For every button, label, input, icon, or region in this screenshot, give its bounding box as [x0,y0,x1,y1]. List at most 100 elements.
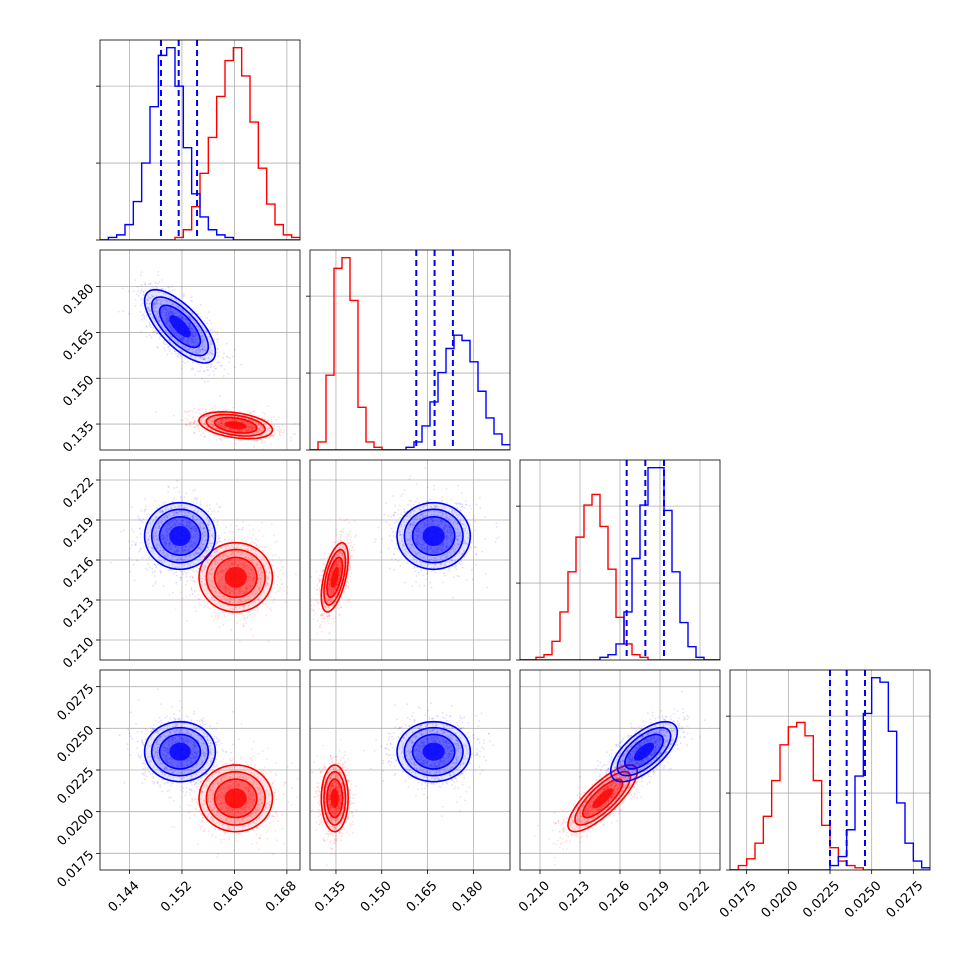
scatter-point [143,317,146,320]
scatter-point [249,424,252,427]
scatter-point [202,348,205,351]
scatter-point [253,600,256,602]
scatter-point [247,425,250,428]
scatter-point [173,332,176,335]
scatter-point [279,587,282,589]
scatter-point [169,296,172,299]
scatter-point [249,594,251,597]
scatter-point [156,346,159,349]
scatter-point [254,592,257,595]
scatter-point [247,545,250,548]
scatter-point [180,350,182,353]
histogram-step-red [100,46,300,240]
scatter-point [195,325,198,328]
scatter-point [160,311,163,314]
scatter-point [233,598,236,600]
scatter-point [165,307,167,310]
scatter-point [234,588,237,591]
scatter-point [246,545,249,547]
scatter-point [321,630,323,633]
scatter-point [348,521,351,524]
scatter-point [213,517,216,519]
scatter-point [226,555,228,557]
scatter-point [190,339,192,341]
scatter-point [239,590,242,593]
scatter-point [200,569,203,571]
scatter-point [188,324,191,326]
scatter-point [190,328,193,330]
histogram-frame-1 [309,249,511,451]
scatter-point [222,554,224,556]
scatter-point [132,290,135,293]
scatter-point [335,533,338,536]
scatter-point [276,429,279,432]
scatter-point [233,420,236,422]
scatter-point [271,435,274,437]
scatter-point [200,335,203,337]
contour-line-red [205,413,266,437]
scatter-point [167,317,170,320]
scatter-point [239,559,241,561]
scatter-point [228,593,231,596]
scatter-point [164,319,167,322]
scatter-point [183,319,185,321]
scatter-point [271,523,273,526]
scatter-point [178,335,181,338]
scatter-point [312,618,315,620]
scatter-point [199,590,201,592]
scatter-point [249,559,252,562]
scatter-point [158,319,161,322]
scatter-point [230,418,233,421]
scatter-point [219,604,222,607]
scatter-point [249,426,252,428]
scatter-point [221,430,224,432]
scatter-point [218,571,221,574]
scatter-point [176,305,179,308]
scatter-point [174,312,177,315]
scatter-point [219,425,222,428]
scatter-point [157,299,160,301]
scatter-point [165,314,168,317]
scatter-point [204,357,206,359]
scatter-point [241,421,244,424]
scatter-point [193,341,196,343]
scatter-point [279,562,281,565]
scatter-point [218,575,221,578]
scatter-point [172,302,174,305]
scatter-point [190,334,193,337]
scatter-point [210,573,213,576]
scatter-point [270,443,273,445]
scatter-point [243,536,246,539]
scatter-point [134,298,137,301]
scatter-point [245,588,248,591]
scatter-point [175,299,178,302]
scatter-point [110,561,112,564]
scatter-point [260,594,262,596]
scatter-point [278,589,280,592]
scatter-point [253,432,255,435]
scatter-point [193,407,196,410]
scatter-point [205,330,208,332]
scatter-point [247,422,250,425]
scatter-point [220,571,222,574]
scatter-point [226,356,229,358]
scatter-point [166,316,169,319]
scatter-point [208,374,211,376]
scatter-point [228,559,230,561]
scatter-point [211,353,214,356]
scatter-point [128,557,131,560]
scatter-point [220,423,223,425]
scatter-point [318,625,321,628]
scatter-point [152,317,155,319]
scatter-point [246,429,249,431]
scatter-point [248,567,250,570]
scatter-point [209,588,212,591]
histogram-step-blue [520,466,720,660]
scatter-point [246,596,249,599]
scatter-point [229,428,232,431]
scatter-point [214,616,217,619]
scatter-point [232,540,235,542]
scatter-point [157,316,160,319]
scatter-point [177,353,180,356]
scatter-point [219,420,222,423]
